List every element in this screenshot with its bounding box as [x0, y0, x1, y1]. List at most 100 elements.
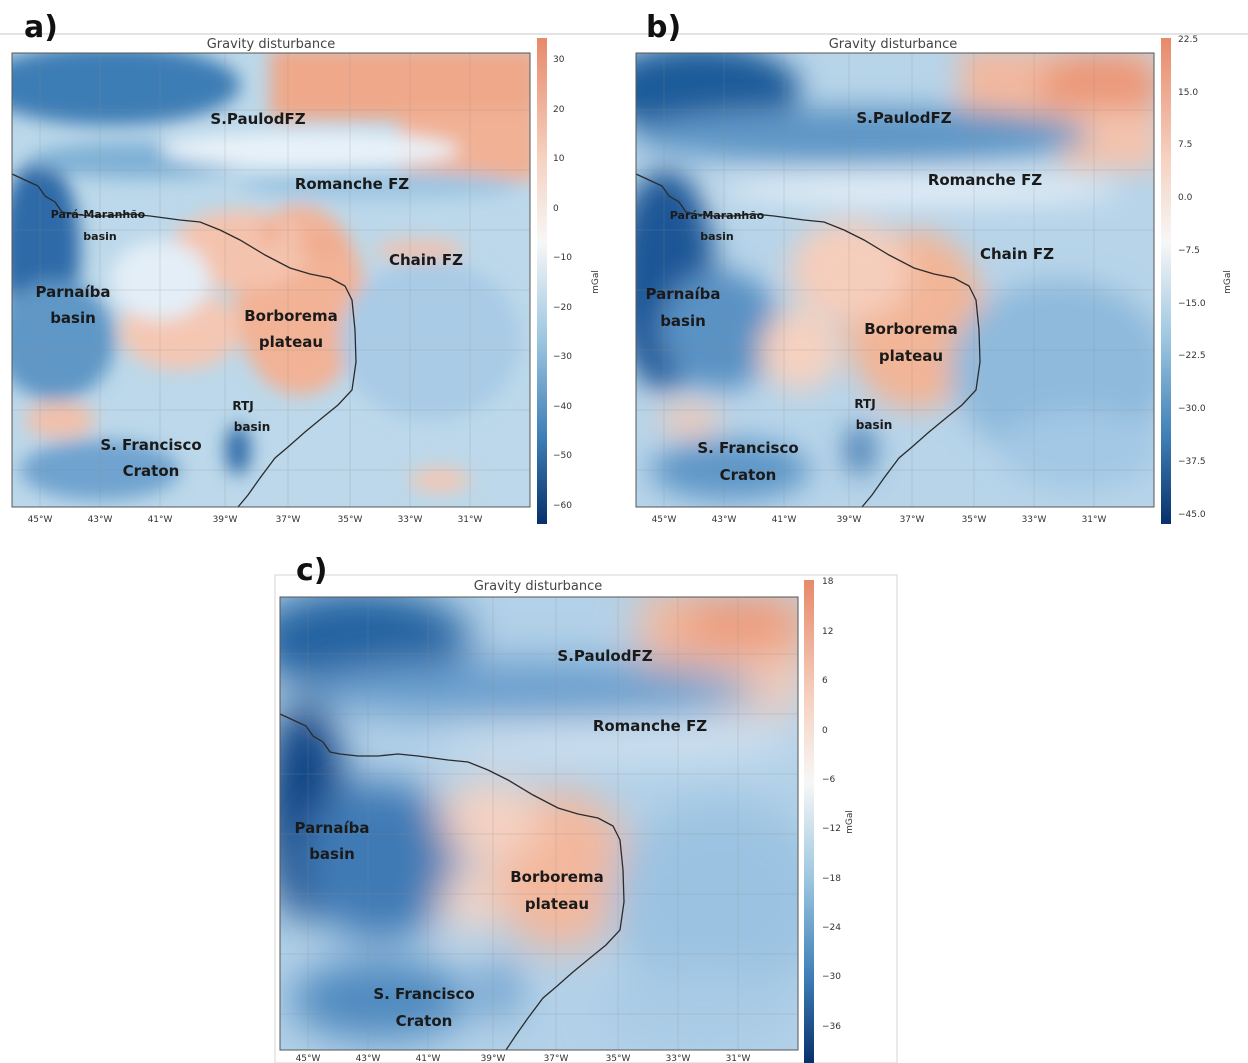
label-borborema: Borborema [244, 307, 338, 325]
panel-letter: c) [296, 553, 328, 588]
label-para-maranhao-basin: basin [83, 230, 116, 243]
lon-tick: 33°W [666, 1054, 691, 1063]
colorbar-tick: −45.0 [1178, 510, 1206, 520]
colorbar: 18 12 6 0 −6 −12 −18 −24 −30 −36 mGal [804, 577, 855, 1063]
feature-labels: S.PaulodFZ Romanche FZ Pará-Maranhão bas… [36, 110, 464, 480]
colorbar-tick: −18 [822, 874, 841, 884]
label-parnaiba: Parnaíba [646, 285, 721, 303]
label-craton: Craton [720, 466, 777, 484]
lon-tick: 43°W [356, 1054, 381, 1063]
colorbar-tick: −15.0 [1178, 299, 1206, 309]
coastline [636, 173, 981, 507]
label-craton: Craton [123, 462, 180, 480]
colorbar-tick: 15.0 [1178, 88, 1198, 98]
label-sao-francisco: S. Francisco [697, 439, 798, 457]
gravity-map [12, 53, 530, 507]
map-frame [11, 52, 531, 508]
label-parnaiba-basin: basin [50, 309, 96, 327]
lon-axis: 45°W 43°W 41°W 39°W 37°W 35°W 33°W 31°W [296, 1054, 751, 1063]
colorbar-scale [1161, 38, 1171, 524]
label-rtj: RTJ [854, 397, 875, 411]
label-plateau: plateau [259, 333, 323, 351]
colorbar-tick: 18 [822, 577, 834, 587]
colorbar-tick: −6 [822, 775, 836, 785]
label-rtj: RTJ [232, 399, 253, 413]
colorbar: 30 20 10 0 −10 −20 −30 −40 −50 −60 mGal [537, 38, 601, 524]
feature-labels: S.PaulodFZ Romanche FZ Pará-Maranhão bas… [646, 109, 1055, 484]
lon-tick: 45°W [28, 515, 53, 525]
feature-labels: S.PaulodFZ Romanche FZ Parnaíba basin Bo… [295, 647, 708, 1030]
panel-a: a) Gravity disturbance [11, 10, 601, 525]
colorbar-tick: −30 [822, 972, 841, 982]
colorbar-unit: mGal [845, 810, 855, 834]
label-sao-francisco: S. Francisco [100, 436, 201, 454]
colorbar-unit: mGal [591, 270, 601, 294]
label-romanche-fz: Romanche FZ [928, 171, 1042, 189]
colorbar-tick: −24 [822, 923, 841, 933]
colorbar-tick: −36 [822, 1022, 841, 1032]
lon-tick: 39°W [213, 515, 238, 525]
colorbar-tick: −20 [553, 303, 572, 313]
lon-tick: 41°W [416, 1054, 441, 1063]
label-parnaiba-basin: basin [660, 312, 706, 330]
lon-tick: 45°W [296, 1054, 321, 1063]
lon-tick: 37°W [900, 515, 925, 525]
label-craton: Craton [396, 1012, 453, 1030]
colorbar-tick: 0 [553, 204, 559, 214]
colorbar-tick: 20 [553, 105, 565, 115]
lon-tick: 39°W [481, 1054, 506, 1063]
lon-tick: 45°W [652, 515, 677, 525]
label-chain-fz: Chain FZ [389, 251, 463, 269]
lon-tick: 43°W [88, 515, 113, 525]
label-sao-paulo-fz: S.PaulodFZ [557, 647, 652, 665]
label-para-maranhao: Pará-Maranhão [51, 208, 146, 221]
label-chain-fz: Chain FZ [980, 245, 1054, 263]
colorbar-tick: −30.0 [1178, 404, 1206, 414]
colorbar-tick: −30 [553, 352, 572, 362]
lon-tick: 31°W [1082, 515, 1107, 525]
colorbar-tick: 22.5 [1178, 35, 1198, 45]
label-plateau: plateau [525, 895, 589, 913]
colorbar-tick: 7.5 [1178, 140, 1192, 150]
label-borborema: Borborema [864, 320, 958, 338]
colorbar-tick: 30 [553, 55, 565, 65]
colorbar-tick: 6 [822, 676, 828, 686]
gravity-map [280, 597, 798, 1050]
colorbar-tick: −10 [553, 253, 572, 263]
colorbar-unit: mGal [1223, 270, 1233, 294]
label-rtj-basin: basin [234, 420, 271, 434]
map-frame [635, 52, 1155, 508]
coastline [12, 173, 357, 507]
colorbar-tick: −12 [822, 824, 841, 834]
map-title: Gravity disturbance [474, 579, 603, 594]
panel-letter: b) [646, 10, 681, 45]
lon-tick: 37°W [276, 515, 301, 525]
colorbar-tick: −50 [553, 451, 572, 461]
label-rtj-basin: basin [856, 418, 893, 432]
gravity-map [636, 53, 1154, 507]
lon-axis: 45°W 43°W 41°W 39°W 37°W 35°W 33°W 31°W [28, 515, 483, 525]
colorbar-tick: −37.5 [1178, 457, 1206, 467]
label-sao-francisco: S. Francisco [373, 985, 474, 1003]
label-romanche-fz: Romanche FZ [295, 175, 409, 193]
colorbar-tick: 0 [822, 726, 828, 736]
panel-c: c) Gravity disturbance [274, 553, 898, 1063]
lon-tick: 43°W [712, 515, 737, 525]
panel-b: b) Gravity disturbance [635, 10, 1233, 525]
lon-tick: 39°W [837, 515, 862, 525]
colorbar-tick: 0.0 [1178, 193, 1193, 203]
lon-tick: 41°W [772, 515, 797, 525]
panel-frame [274, 574, 898, 1063]
label-plateau: plateau [879, 347, 943, 365]
label-borborema: Borborema [510, 868, 604, 886]
label-para-maranhao: Pará-Maranhão [670, 209, 765, 222]
label-parnaiba-basin: basin [309, 845, 355, 863]
lon-tick: 41°W [148, 515, 173, 525]
lon-tick: 35°W [606, 1054, 631, 1063]
lon-tick: 31°W [726, 1054, 751, 1063]
panel-letter: a) [24, 10, 58, 45]
colorbar-tick: 12 [822, 627, 833, 637]
label-sao-paulo-fz: S.PaulodFZ [856, 109, 951, 127]
map-title: Gravity disturbance [207, 37, 336, 52]
